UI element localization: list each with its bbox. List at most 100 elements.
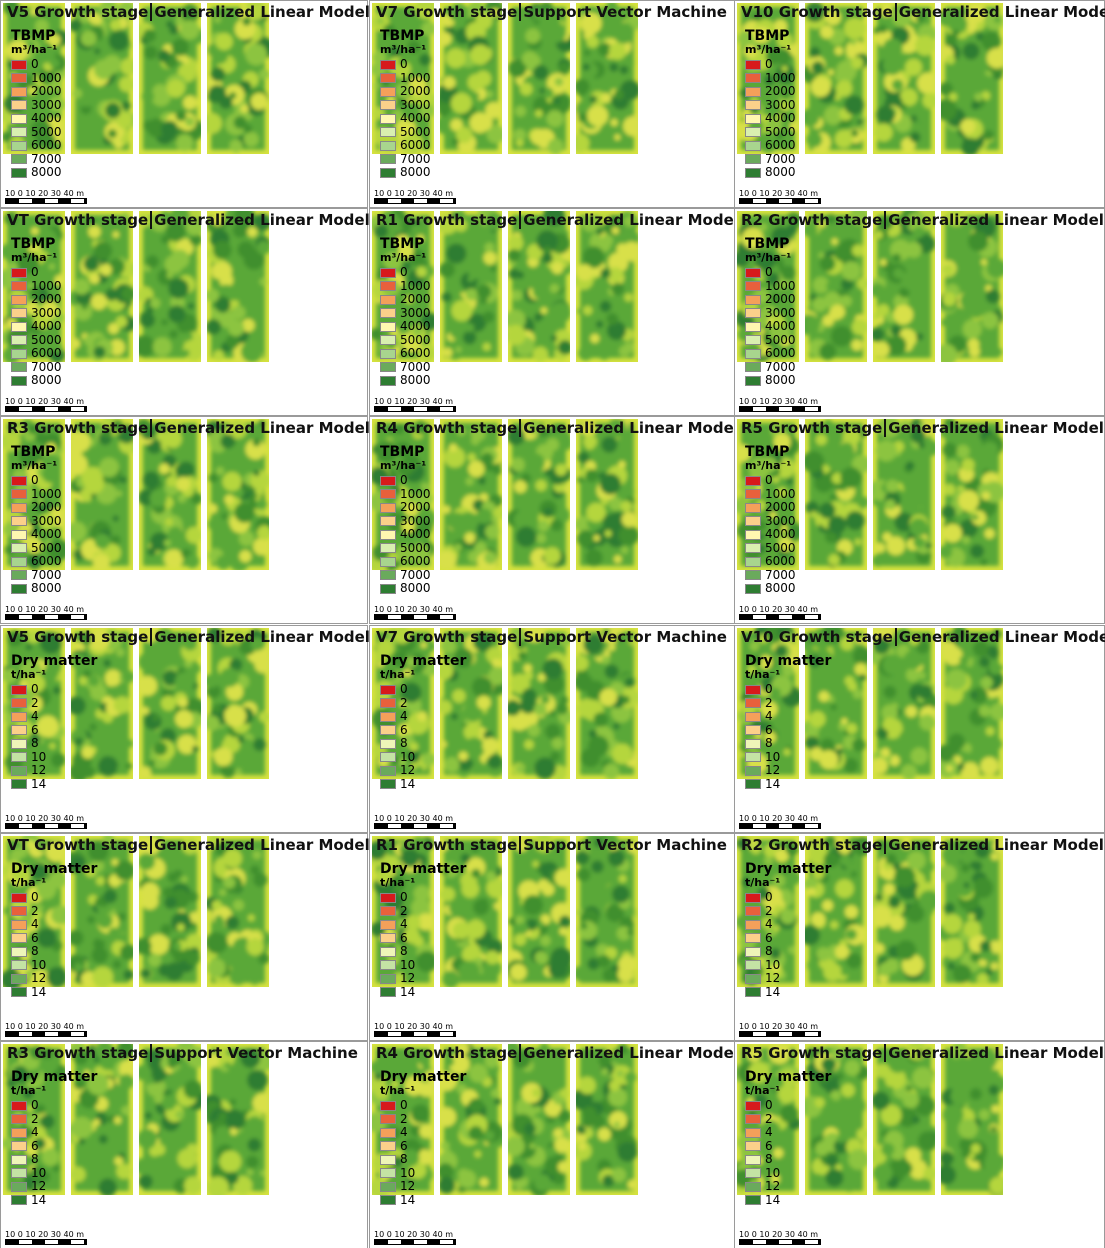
legend-label: 2000 bbox=[400, 293, 431, 307]
separator bbox=[884, 836, 886, 854]
field-patch bbox=[103, 889, 117, 903]
field-patch bbox=[522, 494, 538, 510]
field-patch bbox=[593, 535, 600, 542]
field-patch bbox=[215, 33, 232, 50]
field-texture bbox=[201, 1, 273, 152]
field-patch bbox=[220, 668, 239, 687]
field-patch bbox=[162, 1096, 177, 1111]
legend-swatch bbox=[745, 906, 761, 916]
field-patch bbox=[953, 30, 960, 37]
field-patch bbox=[617, 1070, 624, 1077]
field-patch bbox=[250, 975, 260, 985]
field-patch bbox=[578, 1142, 586, 1150]
legend-item: 14 bbox=[745, 1194, 831, 1208]
field-patch bbox=[116, 648, 125, 657]
legend-item: 0 bbox=[745, 474, 796, 488]
legend-label: 4000 bbox=[400, 112, 431, 126]
field-patch bbox=[115, 861, 135, 881]
legend-label: 7000 bbox=[765, 153, 796, 167]
field-patch bbox=[982, 312, 999, 329]
field-patch bbox=[219, 96, 232, 109]
field-patch bbox=[844, 95, 864, 115]
legend: TBMPm³/ha⁻¹01000200030004000500060007000… bbox=[380, 29, 431, 180]
field-patch bbox=[609, 1080, 620, 1091]
field-patch bbox=[153, 715, 160, 722]
field-patch bbox=[608, 1087, 627, 1106]
legend-swatch bbox=[380, 779, 396, 789]
legend: TBMPm³/ha⁻¹01000200030004000500060007000… bbox=[11, 29, 62, 180]
legend-swatch bbox=[380, 987, 396, 997]
legend-item: 1000 bbox=[11, 488, 62, 502]
field-patch bbox=[118, 933, 127, 942]
field-patch bbox=[888, 896, 900, 908]
legend: TBMPm³/ha⁻¹01000200030004000500060007000… bbox=[745, 29, 796, 180]
legend-label: 5000 bbox=[31, 542, 62, 556]
model-name: Generalized Linear Model bbox=[888, 1044, 1104, 1062]
field-patch bbox=[599, 688, 617, 706]
scale-label: 10 0 10 20 30 40 m bbox=[5, 1022, 87, 1031]
field-patch bbox=[598, 348, 610, 360]
legend: Dry mattert/ha⁻¹02468101214 bbox=[380, 1070, 466, 1207]
growth-stage: R1 Growth stage bbox=[376, 211, 517, 229]
legend-item: 10 bbox=[745, 751, 831, 765]
field-patch bbox=[490, 865, 497, 872]
model-name: Generalized Linear Model bbox=[523, 1044, 739, 1062]
field-strip bbox=[870, 626, 938, 780]
growth-stage: VT Growth stage bbox=[7, 211, 148, 229]
legend-item: 4000 bbox=[745, 528, 796, 542]
field-patch bbox=[545, 724, 561, 740]
map-panel: VT Growth stageGeneralized Linear ModelD… bbox=[0, 833, 368, 1041]
legend-unit: t/ha⁻¹ bbox=[380, 669, 466, 681]
field-patch bbox=[525, 29, 540, 44]
field-patch bbox=[871, 1091, 889, 1109]
legend-title: Dry matter bbox=[380, 654, 466, 669]
scale-graphic bbox=[739, 614, 821, 620]
map-panel: V10 Growth stageGeneralized Linear Model… bbox=[734, 625, 1105, 833]
field-patch bbox=[473, 899, 489, 915]
legend-swatch bbox=[745, 376, 761, 386]
legend: TBMPm³/ha⁻¹01000200030004000500060007000… bbox=[11, 237, 62, 388]
legend-label: 12 bbox=[400, 764, 415, 778]
field-patch bbox=[988, 863, 997, 872]
field-patch bbox=[225, 916, 239, 930]
legend-swatch bbox=[11, 893, 27, 903]
field-patch bbox=[186, 527, 203, 544]
legend-swatch bbox=[745, 100, 761, 110]
scale-graphic bbox=[739, 406, 821, 412]
legend-label: 14 bbox=[765, 986, 780, 1000]
field-patch bbox=[256, 488, 264, 496]
field-strip bbox=[935, 3, 1007, 156]
legend-swatch bbox=[745, 543, 761, 553]
field-patch bbox=[939, 545, 952, 558]
field-patch bbox=[118, 913, 126, 921]
legend-label: 0 bbox=[765, 266, 773, 280]
field-patch bbox=[560, 696, 568, 704]
field-patch bbox=[987, 258, 1007, 278]
field-patch bbox=[619, 875, 627, 883]
field-patch bbox=[438, 104, 450, 116]
field-patch bbox=[481, 453, 493, 465]
field-patch bbox=[942, 264, 954, 276]
legend-item: 6000 bbox=[745, 555, 796, 569]
legend-item: 2 bbox=[745, 697, 831, 711]
field-patch bbox=[903, 1092, 919, 1108]
legend-swatch bbox=[11, 87, 27, 97]
legend-swatch bbox=[11, 295, 27, 305]
legend-swatch bbox=[745, 1114, 761, 1124]
field-patch bbox=[963, 319, 982, 338]
field-patch bbox=[811, 77, 831, 97]
legend-swatch bbox=[380, 308, 396, 318]
field-patch bbox=[596, 321, 604, 329]
map-panel: R5 Growth stageGeneralized Linear ModelD… bbox=[734, 1041, 1105, 1248]
legend-item: 7000 bbox=[380, 361, 431, 375]
map-panel: R1 Growth stageSupport Vector MachineDry… bbox=[369, 833, 737, 1041]
legend-label: 0 bbox=[31, 58, 39, 72]
panel-title: VT Growth stageGeneralized Linear Model bbox=[7, 211, 370, 229]
field-patch bbox=[837, 748, 843, 754]
field-patch bbox=[799, 314, 820, 335]
scale-graphic bbox=[739, 823, 821, 829]
legend-unit: m³/ha⁻¹ bbox=[380, 252, 431, 264]
field-patch bbox=[534, 703, 547, 716]
legend: Dry mattert/ha⁻¹02468101214 bbox=[745, 862, 831, 999]
legend-label: 5000 bbox=[400, 334, 431, 348]
